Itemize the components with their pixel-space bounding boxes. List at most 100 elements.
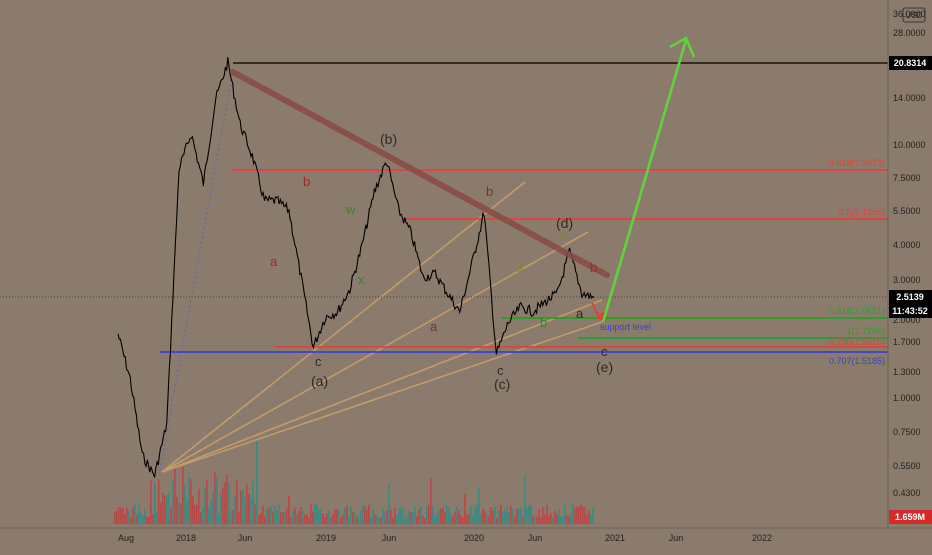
x-tick-label: 2018 [176,533,196,543]
volume-bar [450,512,452,524]
volume-bar [416,517,418,524]
ath-price-label: 20.8314 [894,58,927,68]
volume-bar [378,517,380,524]
wave-label: (c) [494,376,510,392]
x-tick-label: Jun [238,533,253,543]
volume-bar [546,505,548,524]
current-price-label: 2.5139 [896,292,924,302]
volume-bar [128,511,130,524]
volume-bar [426,506,428,524]
volume-bar [568,515,570,524]
volume-bar [330,517,332,524]
volume-bar [242,490,244,524]
volume-bar [248,493,250,524]
volume-bar [124,514,126,524]
volume-bar [170,507,172,524]
volume-bar [270,506,272,524]
volume-bar [460,515,462,524]
wave-label: b [590,260,597,275]
volume-bar [306,514,308,524]
volume-bar [500,505,502,524]
volume-bar [508,512,510,524]
volume-bar [356,516,358,524]
volume-bar [118,507,120,524]
y-tick-label: 36.0000 [893,9,926,19]
volume-bar [554,510,556,524]
volume-bar [534,516,536,524]
volume-bar [576,506,578,524]
volume-bar [234,496,236,524]
volume-bar [398,508,400,524]
volume-bar [172,480,174,524]
volume-bar [154,482,156,524]
volume-bar [504,509,506,524]
volume-bar [258,515,260,524]
volume-bar [442,507,444,524]
support-level-annotation: support level [600,322,651,332]
volume-bar [348,516,350,524]
volume-bar [464,493,466,524]
volume-bar [404,516,406,524]
volume-bar [328,510,330,524]
volume-bar [236,480,238,524]
volume-bar [140,512,142,524]
volume-bar [296,513,298,524]
x-tick-label: Jun [382,533,397,543]
volume-bar [122,507,124,524]
volume-bar [286,507,288,524]
volume-bar [272,512,274,524]
volume-bar [230,510,232,524]
volume-bar [132,508,134,524]
volume-bar [208,508,210,524]
volume-bar [212,491,214,524]
volume-bar [244,497,246,524]
volume-bar [266,509,268,524]
volume-bar [150,480,152,524]
x-tick-label: Jun [528,533,543,543]
volume-bar [372,509,374,524]
volume-bar [420,506,422,524]
volume-bar [210,501,212,524]
volume-bar [388,484,390,524]
countdown-label: 11:43:52 [892,306,928,316]
y-tick-label: 4.0000 [893,240,921,250]
wave-label: a [516,260,524,275]
volume-bar [564,504,566,524]
volume-bar [472,515,474,524]
price-axis[interactable]: 36.0000 28.0000 14.0000 10.0000 7.5000 5.5000… [893,9,926,498]
wave-label: a [576,306,584,321]
volume-bar [574,508,576,524]
volume-bar [548,515,550,524]
volume-bar [344,507,346,524]
wave-label: a [270,254,278,269]
volume-bar [458,509,460,524]
x-tick-label: 2021 [605,533,625,543]
volume-bar [246,483,248,524]
volume-bar [480,513,482,524]
volume-bar [494,506,496,524]
volume-bar [278,505,280,524]
volume-bar [572,504,574,524]
currency-badge[interactable] [902,7,926,23]
volume-bar [136,514,138,524]
y-tick-label: 14.0000 [893,93,926,103]
y-tick-label: 3.0000 [893,275,921,285]
volume-bar [260,513,262,524]
volume-bar [334,508,336,524]
volume-bar [310,504,312,524]
time-axis[interactable]: Aug 2018 Jun 2019 Jun 2020 Jun 2021 Jun 2022 [118,533,772,543]
volume-bar [470,506,472,524]
volume-bar [114,511,116,524]
volume-bar [214,471,216,524]
volume-bar [490,507,492,524]
volume-bar [530,504,532,524]
rally-arrowhead [669,36,696,58]
volume-bar [436,514,438,524]
volume-bar [364,506,366,524]
volume-bar [318,508,320,524]
volume-bar [488,516,490,524]
volume-bar [302,510,304,524]
volume-bar [516,509,518,524]
